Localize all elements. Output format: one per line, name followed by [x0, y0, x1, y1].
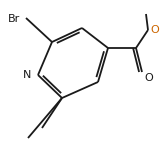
Text: O: O: [144, 73, 153, 83]
Text: O: O: [150, 25, 159, 35]
Text: N: N: [23, 70, 31, 80]
Text: Br: Br: [8, 14, 20, 24]
